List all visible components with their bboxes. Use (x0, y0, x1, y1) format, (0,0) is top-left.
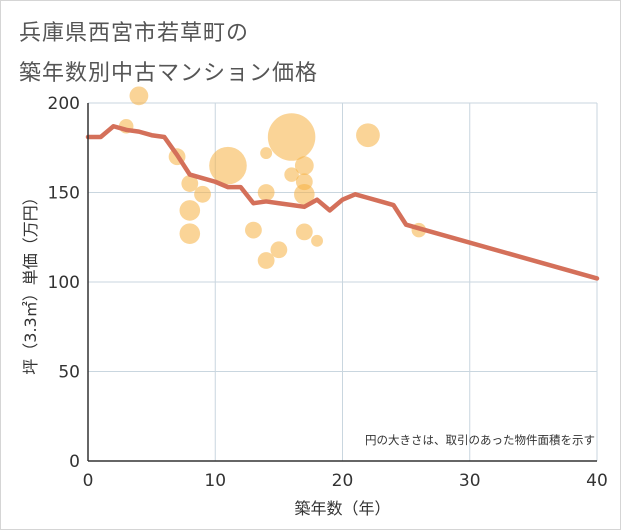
x-tick-label: 40 (586, 471, 608, 491)
y-axis-label: 坪（3.3㎡）単価（万円） (21, 189, 40, 374)
bubble-point (257, 252, 275, 269)
x-tick-label: 0 (83, 471, 94, 491)
bubble-point (245, 221, 262, 239)
bubble-point (257, 184, 275, 201)
bubble-point (295, 223, 313, 241)
x-tick-label: 10 (204, 471, 226, 491)
bubble-point (311, 234, 323, 247)
x-tick-label: 30 (459, 471, 481, 491)
bubble-point (209, 146, 247, 185)
y-tick-label: 100 (48, 273, 80, 293)
bubble-point (179, 200, 201, 221)
bubble-point (179, 223, 201, 244)
bubble-point (270, 241, 288, 259)
bubble-point (267, 113, 316, 161)
bubble-point (260, 147, 273, 160)
bubble-point (194, 185, 211, 203)
bubble-point (284, 167, 299, 182)
bubble-point (129, 86, 149, 106)
y-tick-label: 200 (48, 94, 80, 114)
bubble-point (294, 156, 314, 176)
bubble-point (356, 123, 380, 148)
y-tick-label: 50 (58, 363, 80, 383)
trend-line (85, 124, 600, 281)
y-tick-label: 150 (48, 184, 80, 204)
chart-title-line2: 築年数別中古マンション価格 (19, 61, 319, 86)
chart-title-line1: 兵庫県西宮市若草町の (19, 21, 250, 46)
chart-note: 円の大きさは、取引のあった物件面積を示す (365, 433, 595, 447)
bubble-point (181, 175, 199, 192)
y-tick-label: 0 (69, 452, 80, 472)
x-axis-label: 築年数（年） (294, 499, 390, 518)
bubble-point (294, 184, 315, 205)
x-tick-label: 20 (332, 471, 354, 491)
